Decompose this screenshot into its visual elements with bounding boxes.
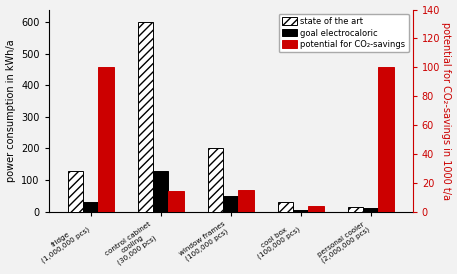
Bar bbox=[239, 190, 254, 212]
Bar bbox=[278, 202, 293, 212]
Bar bbox=[138, 22, 153, 212]
Y-axis label: potential for CO₂-savings in 1000 t/a: potential for CO₂-savings in 1000 t/a bbox=[441, 22, 452, 199]
Bar bbox=[293, 210, 308, 212]
Bar bbox=[348, 207, 363, 212]
Bar bbox=[308, 206, 324, 212]
Bar bbox=[168, 191, 184, 212]
Bar bbox=[98, 67, 114, 212]
Bar bbox=[153, 170, 168, 212]
Y-axis label: power consumption in kWh/a: power consumption in kWh/a bbox=[5, 39, 16, 182]
Legend: state of the art, goal electrocaloric, potential for CO₂-savings: state of the art, goal electrocaloric, p… bbox=[278, 14, 409, 52]
Bar bbox=[223, 196, 239, 212]
Bar bbox=[83, 202, 98, 212]
Bar bbox=[68, 170, 83, 212]
Bar bbox=[207, 149, 223, 212]
Bar bbox=[378, 67, 394, 212]
Bar bbox=[363, 209, 378, 212]
